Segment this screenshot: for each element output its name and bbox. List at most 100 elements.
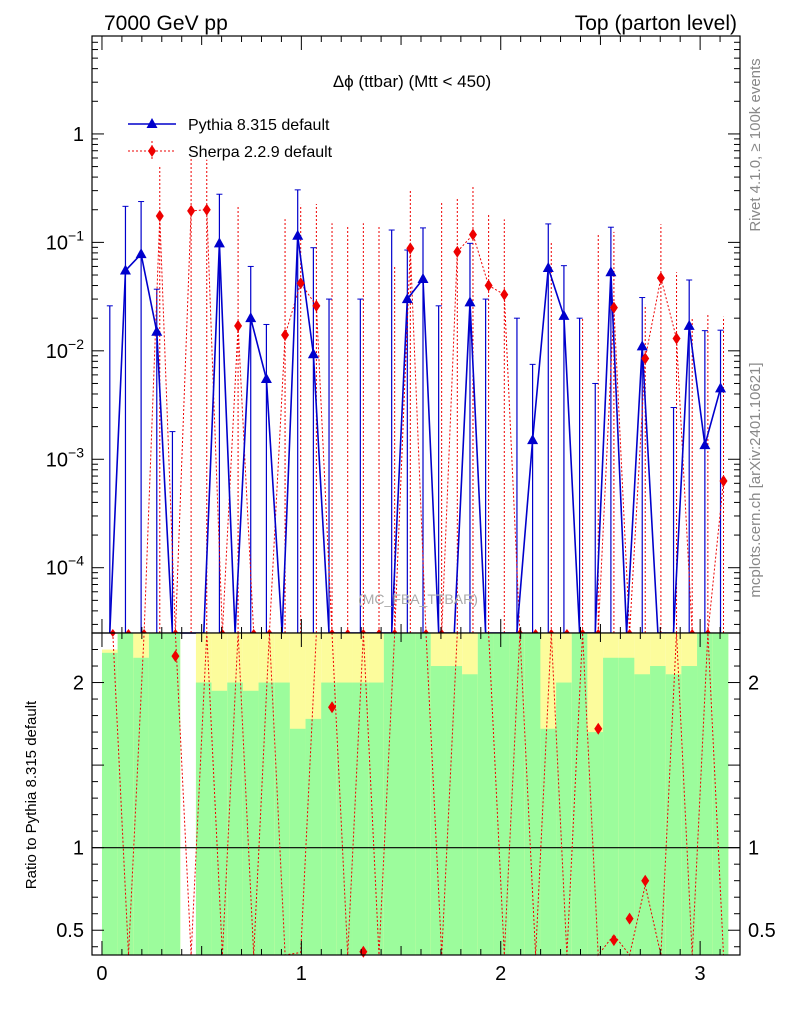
mcplots-label: mcplots.cern.ch [arXiv:2401.10621]: [747, 362, 764, 597]
uncertainty-band-green: [321, 682, 337, 955]
pythia-point: [605, 266, 617, 277]
uncertainty-band-green: [289, 728, 306, 955]
uncertainty-band-green: [665, 674, 682, 955]
pythia-point: [417, 272, 429, 283]
uncertainty-band-green: [603, 657, 619, 955]
sherpa-point: [312, 299, 321, 312]
sherpa-point: [672, 332, 681, 345]
sherpa-point: [484, 279, 493, 292]
sherpa-point: [155, 210, 164, 223]
sherpa-point: [468, 228, 477, 241]
uncertainty-band-green: [336, 682, 353, 955]
uncertainty-band-green: [274, 682, 290, 955]
uncertainty-band-green: [368, 682, 384, 955]
ratio-y-tick-label-right: 0.5: [748, 920, 776, 942]
uncertainty-band-green: [430, 666, 447, 955]
uncertainty-band-green: [540, 728, 557, 955]
main-panel: 1 10−1 10−2 10−3 10−4 Δϕ (ttbar) (Mtt < 450) (…: [46, 35, 741, 637]
pythia-point: [542, 262, 554, 273]
pythia-point: [260, 372, 272, 383]
uncertainty-band-green: [712, 633, 729, 955]
uncertainty-band-green: [117, 633, 134, 955]
sherpa-point: [187, 204, 196, 217]
pythia-point: [558, 309, 570, 320]
uncertainty-band-green: [446, 666, 463, 955]
y-tick-label: 10−3: [46, 444, 84, 471]
uncertainty-band-green: [571, 633, 588, 955]
uncertainty-band-green: [681, 666, 698, 955]
pythia-point: [292, 229, 304, 240]
pythia-point: [636, 340, 648, 351]
sherpa-point: [281, 328, 290, 341]
ratio-y-tick-label: 2: [73, 673, 84, 695]
uncertainty-band-green: [618, 657, 635, 955]
legend-sherpa-label: Sherpa 2.2.9 default: [188, 144, 333, 161]
uncertainty-band-green: [164, 633, 181, 955]
pythia-point: [307, 348, 319, 359]
x-tick-label: 3: [695, 963, 706, 985]
rivet-label: Rivet 4.1.0, ≥ 100k events: [747, 58, 764, 231]
uncertainty-band-green: [305, 718, 322, 955]
y-tick-label: 10−4: [46, 553, 84, 580]
pythia-point: [527, 434, 539, 445]
ratio-y-tick-label-right: 1: [748, 838, 759, 860]
x-tick-label: 1: [296, 963, 307, 985]
ratio-point: [328, 701, 337, 714]
uncertainty-band-green: [195, 682, 212, 955]
sherpa-point: [500, 288, 509, 301]
uncertainty-band-green: [415, 633, 431, 955]
ratio-point: [171, 650, 180, 663]
header-right: Top (parton level): [575, 12, 737, 35]
uncertainty-band-green: [556, 682, 572, 955]
sherpa-point: [719, 475, 728, 488]
header-left: 7000 GeV pp: [104, 12, 228, 35]
pythia-point: [715, 382, 727, 393]
ratio-y-tick-label: 1: [73, 838, 84, 860]
sherpa-point: [453, 245, 462, 258]
uncertainty-band-green: [101, 652, 118, 955]
sherpa-point: [234, 319, 243, 332]
ratio-point: [594, 722, 603, 735]
uncertainty-band-green: [524, 633, 541, 955]
uncertainty-band-green: [227, 682, 243, 955]
sherpa-point: [609, 301, 618, 314]
uncertainty-band-green: [697, 633, 713, 955]
x-tick-label: 0: [96, 963, 107, 985]
y-tick-label: 10−2: [46, 336, 84, 363]
uncertainty-band-green: [477, 633, 494, 955]
legend-pythia-marker: [146, 118, 158, 128]
sherpa-line: [112, 209, 724, 634]
pythia-point: [683, 319, 695, 330]
ratio-point: [625, 912, 634, 925]
legend-pythia-label: Pythia 8.315 default: [188, 117, 330, 134]
sherpa-point: [296, 277, 305, 290]
uncertainty-band-green: [587, 732, 604, 955]
sherpa-point: [406, 242, 415, 255]
sherpa-point: [641, 352, 650, 365]
ratio-ylabel: Ratio to Pythia 8.315 default: [23, 700, 40, 889]
uncertainty-band-green: [634, 674, 651, 955]
pythia-point: [245, 312, 257, 323]
ratio-y-tick-label: 0.5: [56, 920, 84, 942]
y-tick-label: 1: [73, 124, 84, 146]
uncertainty-band-green: [352, 682, 369, 955]
uncertainty-band-green: [211, 690, 228, 955]
legend-sherpa-marker: [148, 145, 156, 157]
uncertainty-band-green: [493, 633, 510, 955]
uncertainty-band-green: [258, 682, 275, 955]
pythia-point: [151, 325, 163, 336]
y-tick-label: 10−1: [46, 227, 84, 254]
pythia-point: [699, 439, 711, 450]
uncertainty-band-green: [133, 657, 149, 955]
ratio-frame: [91, 632, 741, 956]
ratio-point: [641, 874, 650, 887]
uncertainty-band-green: [383, 633, 400, 955]
ratio-panel: 0.5 0.5 1 1 2 2 0 1 2 3: [56, 632, 776, 985]
watermark: (MC_FBA_TTBAR): [358, 591, 478, 607]
uncertainty-band-green: [509, 633, 525, 955]
ratio-y-tick-label-right: 2: [748, 673, 759, 695]
sherpa-point: [202, 203, 211, 216]
pythia-point: [401, 293, 413, 304]
uncertainty-band-green: [242, 690, 259, 955]
